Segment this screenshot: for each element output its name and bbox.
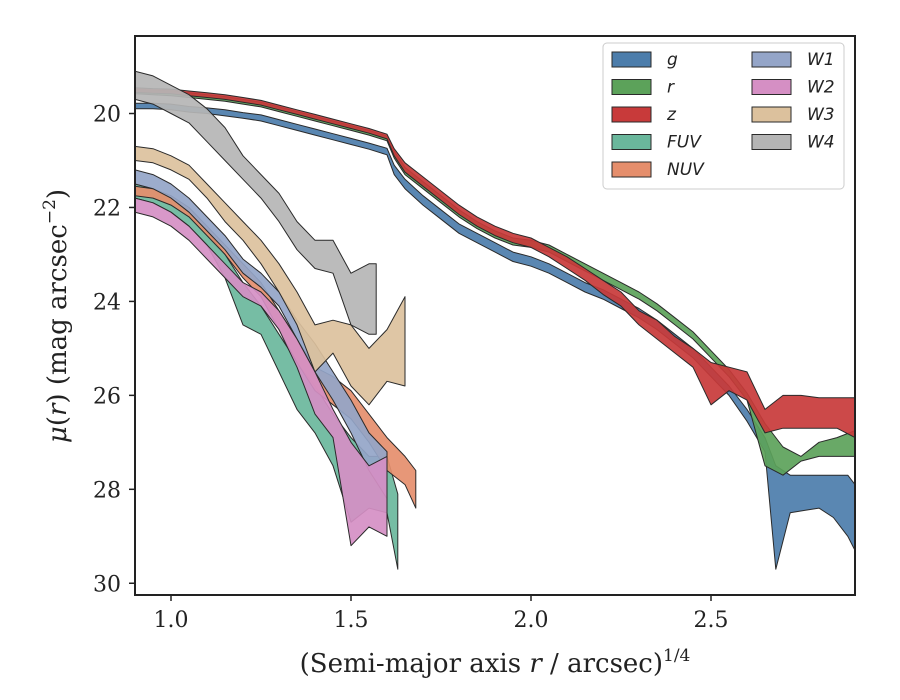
legend: grz FUV NUV W1 W2 W3 W4	[602, 42, 845, 190]
legend-swatch-w4	[751, 134, 792, 150]
y-tick-label: 24	[93, 290, 121, 315]
legend-items: grz FUV NUV W1 W2 W3 W4	[611, 50, 835, 180]
x-tick-label: 2.5	[694, 608, 729, 633]
legend-label-nuv: NUV	[667, 160, 705, 180]
band-w4	[135, 70, 377, 335]
x-tick-label: 1.5	[334, 608, 369, 633]
plot-frame	[134, 35, 856, 596]
legend-swatch-w3	[751, 106, 792, 123]
y-tick-label: 28	[93, 478, 121, 503]
profile-bands	[135, 70, 855, 570]
legend-label-w4: W4	[807, 133, 835, 153]
y-axis-label: μ(r) (mag arcsec−2)	[40, 189, 73, 443]
legend-swatch-r	[611, 79, 652, 95]
legend-label-z: z	[666, 105, 677, 125]
x-tick-label: 2.0	[514, 608, 549, 633]
legend-label-w2: W2	[807, 78, 835, 98]
y-tick-label: 30	[93, 572, 121, 597]
y-axis-ticks: 20 22 24 26 28 30	[93, 103, 135, 597]
legend-swatch-nuv	[611, 161, 652, 178]
legend-swatch-w2	[751, 79, 792, 95]
band-w3	[135, 145, 406, 406]
band-w2	[135, 197, 388, 547]
legend-swatch-g	[611, 51, 652, 68]
legend-label-w1: W1	[807, 50, 835, 70]
legend-swatch-fuv	[611, 134, 652, 150]
x-axis-ticks: 1.0 1.5 2.0 2.5	[154, 595, 729, 633]
legend-swatch-w1	[751, 51, 792, 68]
band-z	[135, 87, 855, 439]
legend-label-fuv: FUV	[667, 133, 702, 153]
legend-swatch-z	[611, 106, 652, 123]
legend-label-g: g	[667, 50, 678, 70]
y-tick-label: 22	[93, 196, 121, 221]
x-tick-label: 1.0	[154, 608, 189, 633]
legend-label-r: r	[667, 78, 675, 98]
legend-label-w3: W3	[807, 105, 835, 125]
band-g	[135, 102, 855, 570]
x-axis-label: (Semi-major axis r / arcsec)1/4	[300, 646, 691, 679]
y-tick-label: 26	[93, 384, 121, 409]
y-tick-label: 20	[93, 103, 121, 128]
